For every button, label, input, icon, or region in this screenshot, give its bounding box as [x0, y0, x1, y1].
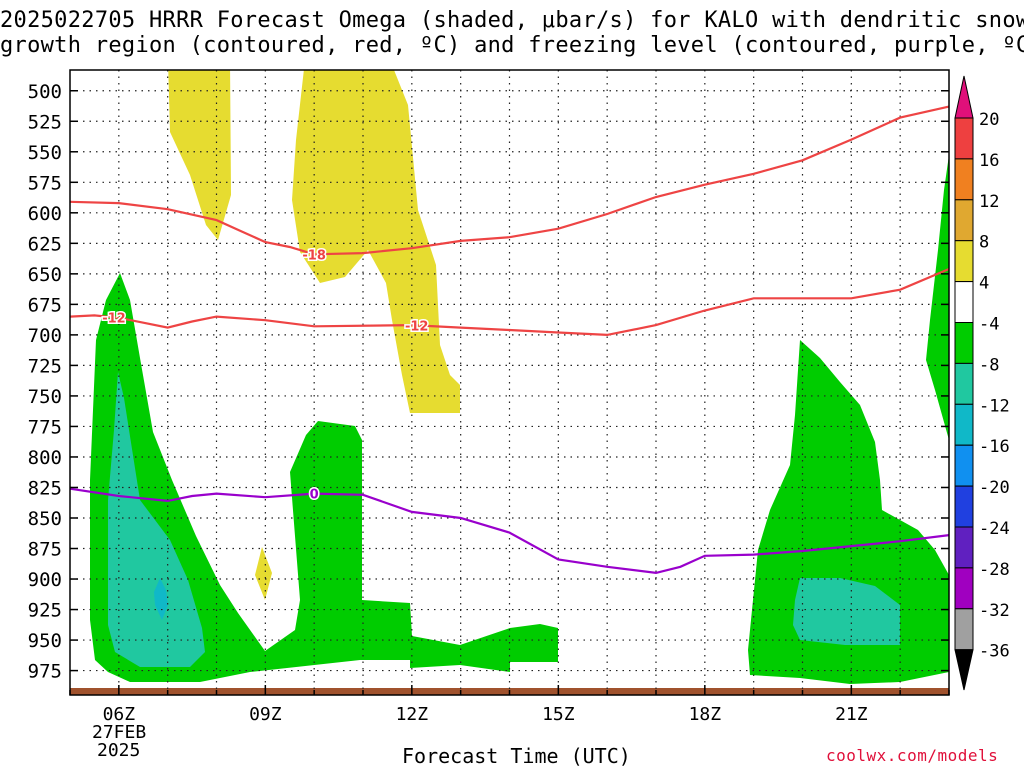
colorbar-swatch: [954, 240, 974, 283]
contour-line: [69, 105, 950, 256]
colorbar-swatch: [954, 567, 974, 610]
y-tick-label: 975: [28, 661, 62, 683]
y-tick-label: 875: [28, 539, 62, 561]
x-tick-label: 06Z: [103, 704, 136, 725]
omega-shade-yellow-center: [292, 70, 460, 413]
y-tick-label: 550: [28, 142, 62, 164]
chart-title-line-2: growth region (contoured, red, ºC) and f…: [0, 33, 1024, 58]
x-date-label: 27FEB: [92, 722, 147, 743]
colorbar-label: 20: [979, 110, 999, 130]
y-tick-label: 650: [28, 264, 62, 286]
contour-label: 0: [310, 488, 319, 503]
colorbar-top-arrow: [954, 75, 974, 119]
x-tick-label: 18Z: [689, 704, 722, 725]
colorbar-swatch: [954, 281, 974, 324]
y-tick-label: 625: [28, 233, 62, 255]
colorbar-label: 12: [979, 192, 999, 212]
y-tick-label: 575: [28, 172, 62, 194]
omega-shade-teal-left: [108, 372, 205, 667]
y-tick-label: 600: [28, 203, 62, 225]
colorbar-swatch: [954, 322, 974, 364]
colorbar-swatch: [954, 526, 974, 569]
omega-shade-yellow-small: [255, 547, 272, 600]
colorbar-label: -36: [979, 642, 1010, 662]
colorbar-swatch: [954, 608, 974, 651]
colorbar-swatch: [954, 362, 974, 405]
colorbar-swatch: [954, 158, 974, 201]
colorbar-swatch: [954, 485, 974, 528]
contour-label: -18: [302, 248, 326, 263]
colorbar-label: -8: [979, 355, 999, 375]
contour-label: -12: [102, 311, 126, 326]
x-axis: 06Z 09Z 12Z 15Z 18Z 21Z: [69, 685, 950, 725]
y-tick-label: 800: [28, 447, 62, 469]
y-tick-label: 525: [28, 111, 62, 133]
credit-text: coolwx.com/models: [826, 746, 999, 765]
x-tick-label: 12Z: [396, 704, 429, 725]
contour-lines: -18 -12 -12 0: [69, 105, 950, 575]
x-tick-label: 09Z: [249, 704, 282, 725]
y-tick-label: 700: [28, 325, 62, 347]
colorbar-swatch: [954, 199, 974, 242]
colorbar-label: -24: [979, 519, 1010, 539]
y-tick-label: 825: [28, 477, 62, 499]
omega-shade-cyan-left: [154, 578, 168, 620]
colorbar: 20 16 12 8 4 -4 -8 -12 -16 -20 -24 -28 -32 -36: [954, 75, 1010, 691]
omega-shade-yellow-upper-left: [168, 70, 231, 240]
chart-title-line-1: 2025022705 HRRR Forecast Omega (shaded, …: [0, 8, 1024, 33]
y-tick-label: 725: [28, 355, 62, 377]
colorbar-label: -20: [979, 478, 1010, 498]
colorbar-bottom-arrow: [954, 649, 974, 691]
x-tick-label: 21Z: [835, 704, 868, 725]
colorbar-label: 16: [979, 151, 999, 171]
colorbar-label: -28: [979, 560, 1010, 580]
omega-shade-teal-right: [793, 578, 900, 645]
colorbar-swatch: [954, 403, 974, 446]
colorbar-label: -4: [979, 315, 999, 335]
contour-line: [69, 487, 950, 575]
colorbar-label: -12: [979, 396, 1010, 416]
y-tick-label: 850: [28, 508, 62, 530]
y-axis: 500 525 550 575 600 625 650 675 700 725 750 775 800 8…: [28, 81, 949, 683]
x-tick-label: 15Z: [542, 704, 575, 725]
colorbar-swatch: [954, 117, 974, 160]
y-tick-label: 900: [28, 569, 62, 591]
y-tick-label: 500: [28, 81, 62, 103]
colorbar-label: 4: [979, 274, 989, 294]
y-tick-label: 675: [28, 294, 62, 316]
colorbar-label: -16: [979, 437, 1010, 457]
y-tick-label: 775: [28, 416, 62, 438]
x-year-label: 2025: [97, 740, 141, 761]
contour-label: -12: [405, 319, 429, 334]
x-axis-title: Forecast Time (UTC): [402, 744, 631, 768]
y-tick-label: 950: [28, 630, 62, 652]
colorbar-swatch: [954, 444, 974, 487]
colorbar-label: 8: [979, 233, 989, 253]
contour-line: [69, 267, 950, 337]
omega-shade-green-left: [90, 273, 558, 682]
colorbar-label: -32: [979, 601, 1010, 621]
y-tick-label: 750: [28, 386, 62, 408]
y-tick-label: 925: [28, 600, 62, 622]
omega-shade-green-right-edge: [926, 155, 949, 440]
